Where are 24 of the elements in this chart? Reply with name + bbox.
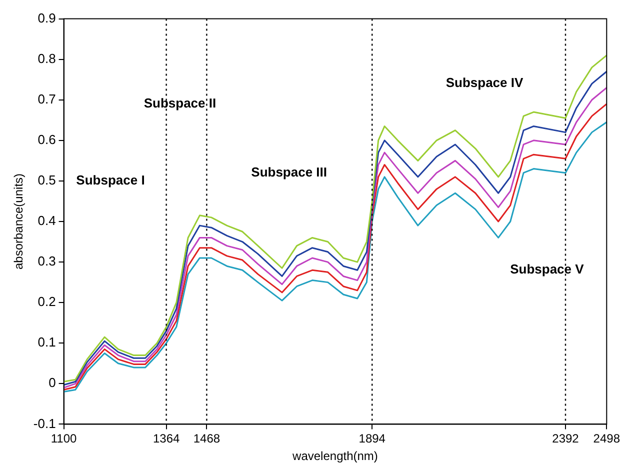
annotation: Subspace I [76,172,145,188]
y-tick-label: 0 [48,375,56,390]
x-tick-label: 1100 [50,432,78,446]
y-tick-label: 0.4 [38,213,56,228]
y-tick-label: 0.8 [38,50,56,66]
annotation: Subspace II [144,96,216,111]
y-tick-label: 0.1 [38,334,56,350]
y-axis-title: absorbance(units) [12,173,26,270]
y-tick-label: 0.5 [38,172,56,188]
y-tick-label: 0.6 [38,132,56,147]
annotation: Subspace V [510,262,584,277]
y-tick-label: 0.9 [38,10,56,26]
y-tick-label: 0.2 [38,294,56,310]
y-tick-label: -0.1 [33,416,56,431]
x-tick-label: 1468 [193,432,220,446]
y-tick-label: 0.3 [38,254,56,269]
y-tick-label: 0.7 [38,91,56,106]
x-axis-title: wavelength(nm) [292,449,378,464]
x-tick-label: 1894 [358,432,386,446]
annotation: Subspace IV [446,75,524,90]
x-tick-label: 1364 [152,432,180,446]
x-tick-label: 2392 [552,432,580,446]
x-tick-label: 2498 [593,432,620,446]
annotation: Subspace III [251,164,328,180]
